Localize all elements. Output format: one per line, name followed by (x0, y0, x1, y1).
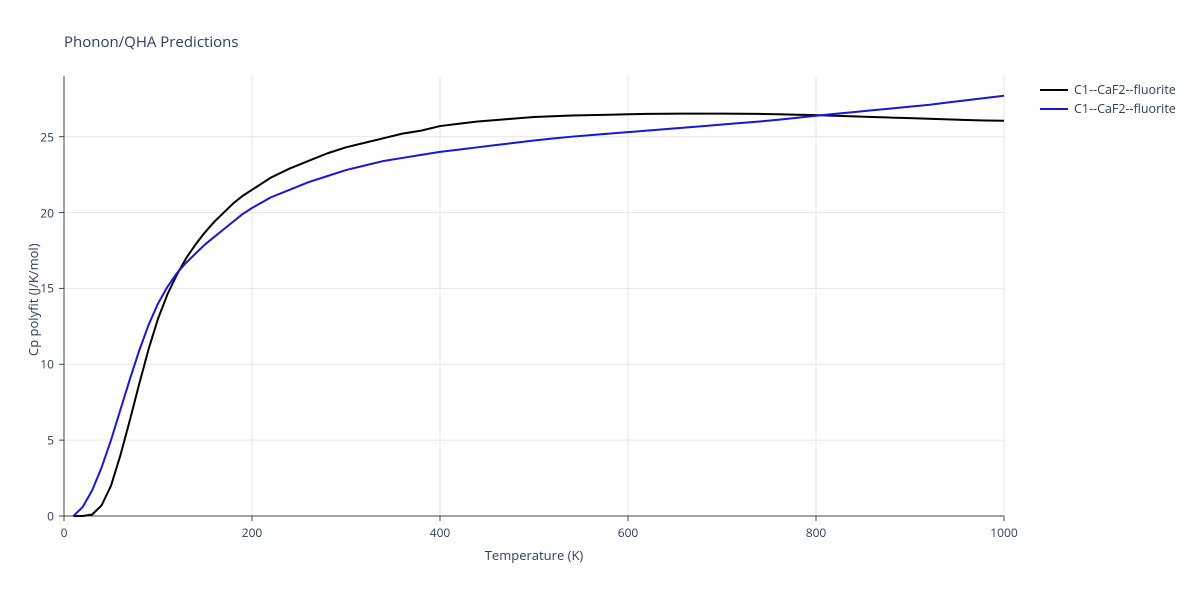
legend-label: C1--CaF2--fluorite (1074, 81, 1176, 98)
series-line[interactable] (73, 96, 1004, 516)
x-axis-label: Temperature (K) (485, 546, 584, 564)
y-tick-label: 0 (47, 508, 54, 525)
chart-title: Phonon/QHA Predictions (64, 32, 239, 52)
legend[interactable]: C1--CaF2--fluorite C1--CaF2--fluorite (1040, 80, 1176, 118)
plot-area[interactable] (64, 76, 1004, 516)
chart-svg (64, 76, 1004, 516)
series-line[interactable] (73, 114, 1004, 516)
y-tick-label: 10 (40, 356, 54, 373)
y-tick-label: 15 (40, 280, 54, 297)
legend-item[interactable]: C1--CaF2--fluorite (1040, 80, 1176, 99)
x-tick-label: 200 (242, 524, 263, 541)
legend-swatch (1040, 108, 1068, 110)
legend-item[interactable]: C1--CaF2--fluorite (1040, 99, 1176, 118)
legend-swatch (1040, 89, 1068, 91)
x-tick-label: 400 (430, 524, 451, 541)
y-tick-label: 25 (40, 128, 54, 145)
x-tick-label: 1000 (990, 524, 1017, 541)
y-tick-label: 20 (40, 204, 54, 221)
x-tick-label: 0 (61, 524, 68, 541)
x-tick-label: 800 (806, 524, 827, 541)
y-axis-label: Cp polyfit (J/K/mol) (24, 243, 42, 356)
x-tick-label: 600 (618, 524, 639, 541)
legend-label: C1--CaF2--fluorite (1074, 100, 1176, 117)
chart-root: { "title": "Phonon/QHA Predictions", "x_… (0, 0, 1200, 600)
y-tick-label: 5 (47, 432, 54, 449)
